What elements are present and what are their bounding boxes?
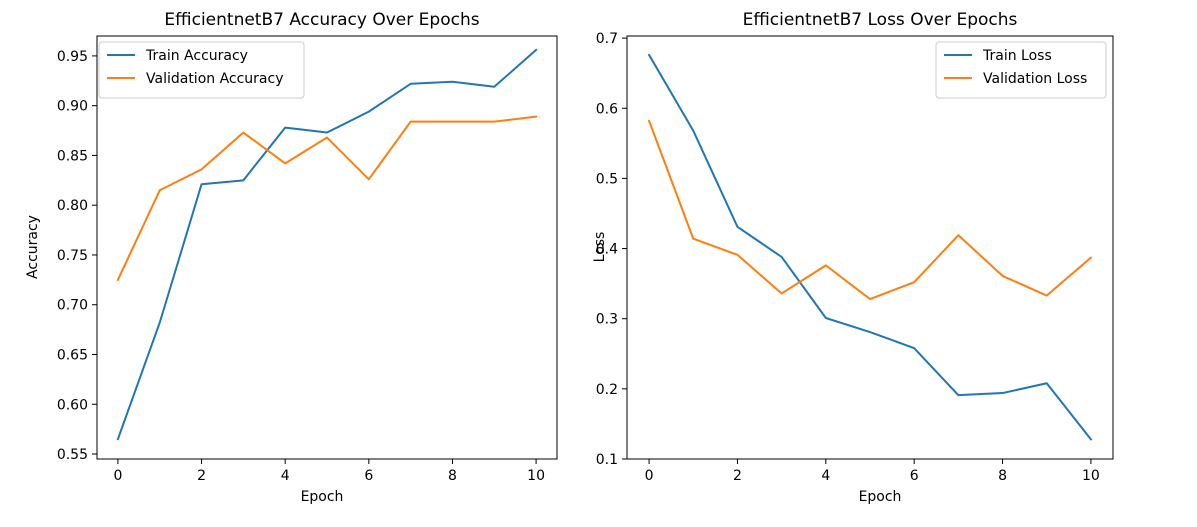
accuracy-y-tick-label: 0.80 — [57, 198, 88, 214]
accuracy-x-tick-label: 0 — [113, 468, 122, 484]
loss-y-axis-label: Loss — [592, 232, 608, 263]
accuracy-y-tick-label: 0.95 — [57, 49, 88, 65]
loss-legend-validation-loss-label: Validation Loss — [983, 71, 1087, 87]
loss-x-tick-label: 4 — [821, 468, 830, 484]
loss-x-tick-label: 2 — [733, 468, 742, 484]
loss-y-tick-label: 0.1 — [596, 452, 618, 468]
loss-chart: EfficientnetB7 Loss Over Epochs 0 2 4 6 8 100… — [592, 10, 1114, 505]
accuracy-legend-validation-accuracy-label: Validation Accuracy — [146, 71, 284, 87]
accuracy-y-tick-label: 0.70 — [57, 298, 88, 314]
loss-plot-area: 0 2 4 6 8 10 0.1 0.2 0.3 0.4 0.5 0.6 0.7 Train Loss Va… — [596, 31, 1114, 484]
accuracy-x-tick-label: 10 — [527, 468, 545, 484]
accuracy-chart-title: EfficientnetB7 Accuracy Over Epochs — [164, 10, 479, 30]
accuracy-y-tick-label: 0.55 — [57, 447, 88, 463]
loss-y-tick-label: 0.3 — [596, 312, 618, 328]
accuracy-legend-train-accuracy-label: Train Accuracy — [145, 48, 248, 64]
accuracy-validation-accuracy-line — [116, 115, 538, 282]
loss-x-tick-label: 6 — [910, 468, 919, 484]
loss-y-tick-label: 0.2 — [596, 382, 618, 398]
loss-x-tick-label: 10 — [1082, 468, 1100, 484]
accuracy-y-tick-label: 0.60 — [57, 397, 88, 413]
accuracy-train-accuracy-line — [116, 48, 538, 441]
loss-series-lines — [647, 53, 1093, 441]
loss-x-axis-label: Epoch — [859, 489, 902, 505]
accuracy-y-tick-label: 0.90 — [57, 99, 88, 115]
accuracy-x-tick-label: 2 — [197, 468, 206, 484]
accuracy-x-tick-label: 8 — [448, 468, 457, 484]
accuracy-plot-area: 0 2 4 6 8 10 0.55 0.60 0.65 0.70 0.75 0.80 0.85 0.90 0… — [57, 35, 558, 484]
accuracy-y-tick-label: 0.65 — [57, 347, 88, 363]
loss-axes-frame — [626, 35, 1114, 460]
loss-legend-box — [935, 41, 1107, 99]
accuracy-axes-frame — [96, 35, 558, 460]
loss-x-tick-label: 8 — [998, 468, 1007, 484]
loss-validation-loss-line — [647, 119, 1093, 301]
loss-x-tick-label: 0 — [645, 468, 654, 484]
accuracy-y-tick-label: 0.85 — [57, 148, 88, 164]
accuracy-x-tick-label: 4 — [281, 468, 290, 484]
accuracy-x-tick-label: 6 — [364, 468, 373, 484]
loss-y-tick-label: 0.6 — [596, 101, 618, 117]
accuracy-chart: EfficientnetB7 Accuracy Over Epochs 0 2 4 6… — [25, 10, 558, 505]
accuracy-legend: Train Accuracy Validation Accuracy — [98, 41, 305, 99]
accuracy-x-axis-label: Epoch — [301, 489, 344, 505]
accuracy-y-tick-label: 0.75 — [57, 248, 88, 264]
accuracy-y-axis-label: Accuracy — [25, 215, 41, 279]
accuracy-legend-box — [98, 41, 305, 99]
loss-y-tick-label: 0.7 — [596, 31, 618, 47]
accuracy-series-lines — [116, 48, 538, 441]
loss-chart-title: EfficientnetB7 Loss Over Epochs — [743, 10, 1018, 30]
loss-legend: Train Loss Validation Loss — [935, 41, 1107, 99]
loss-y-tick-label: 0.5 — [596, 171, 618, 187]
loss-y-tick-label: 0.4 — [596, 242, 618, 258]
loss-legend-train-loss-label: Train Loss — [982, 48, 1052, 64]
loss-train-loss-line — [647, 53, 1093, 441]
